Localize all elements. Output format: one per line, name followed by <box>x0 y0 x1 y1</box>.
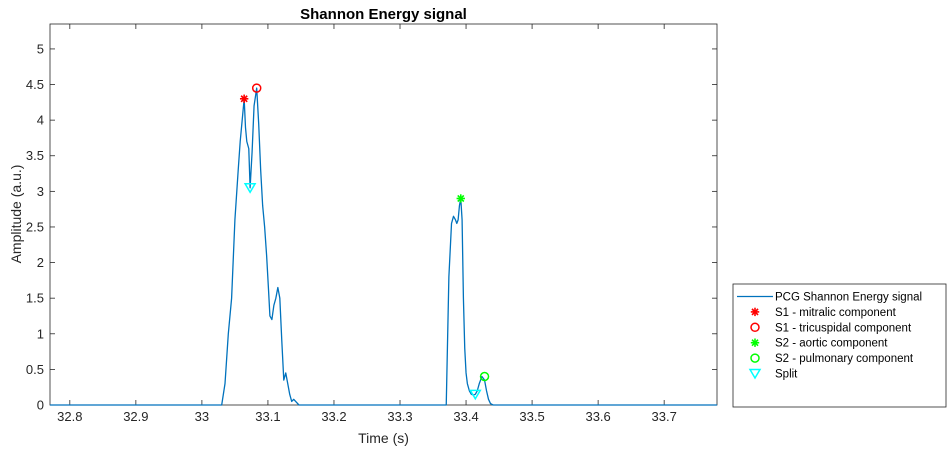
y-tick-label: 0.5 <box>26 362 44 377</box>
x-ticks: 32.8 32.9 33 33.1 33.2 33.3 33.4 33.5 33.6 33.7 <box>57 24 677 424</box>
legend-swatch-marker <box>750 338 760 347</box>
y-tick-label: 5 <box>37 41 44 56</box>
marker-point-1 <box>239 94 249 103</box>
legend-item-label: Split <box>775 369 798 381</box>
y-ticks: 0 0.5 1 1.5 2 2.5 3 3.5 4 4.5 5 <box>26 41 717 413</box>
legend-item-label: PCG Shannon Energy signal <box>775 292 922 304</box>
legend-item-label: S1 - mitralic component <box>775 307 897 319</box>
marker-point-4 <box>479 371 490 382</box>
x-tick-label: 33.4 <box>453 409 478 424</box>
marker-point-5 <box>243 183 257 194</box>
y-tick-label: 1.5 <box>26 291 44 306</box>
legend-swatch-marker <box>750 353 760 363</box>
y-tick-label: 2 <box>37 255 44 270</box>
legend-swatch-marker <box>750 307 760 317</box>
marker-point-2 <box>251 83 262 93</box>
x-tick-label: 32.8 <box>57 409 82 424</box>
plot-area <box>49 23 718 406</box>
y-tick-label: 4 <box>37 113 44 128</box>
x-tick-label: 32.9 <box>123 409 148 424</box>
x-tick-label: 33.1 <box>255 409 280 424</box>
y-tick-label: 2.5 <box>26 219 44 234</box>
legend: PCG Shannon Energy signal S1 - mitralic c… <box>732 283 947 408</box>
y-tick-label: 0 <box>37 398 44 413</box>
legend-item-label: S2 - aortic component <box>775 338 888 350</box>
marker-point-5 <box>468 389 482 401</box>
x-tick-label: 33 <box>195 409 209 424</box>
legend-item-label: S1 - tricuspidal component <box>775 322 912 334</box>
x-tick-label: 33.5 <box>519 409 544 424</box>
x-tick-label: 33.7 <box>652 409 677 424</box>
chart-title: Shannon Energy signal <box>300 6 467 23</box>
marker-point-3 <box>456 194 465 203</box>
x-tick-label: 33.2 <box>321 409 346 424</box>
y-axis-label: Amplitude (a.u.) <box>8 165 24 264</box>
legend-swatch-marker <box>750 322 760 333</box>
y-tick-label: 3.5 <box>26 148 44 163</box>
x-tick-label: 33.6 <box>585 409 610 424</box>
y-tick-label: 4.5 <box>26 77 44 92</box>
legend-box <box>732 283 947 408</box>
legend-swatch-marker <box>748 368 762 380</box>
y-tick-label: 1 <box>37 326 44 341</box>
legend-item-label: S2 - pulmonary component <box>775 353 914 365</box>
x-axis-label: Time (s) <box>358 430 409 446</box>
x-tick-label: 33.3 <box>387 409 412 424</box>
series-markers-group <box>239 83 490 401</box>
y-tick-label: 3 <box>37 184 44 199</box>
